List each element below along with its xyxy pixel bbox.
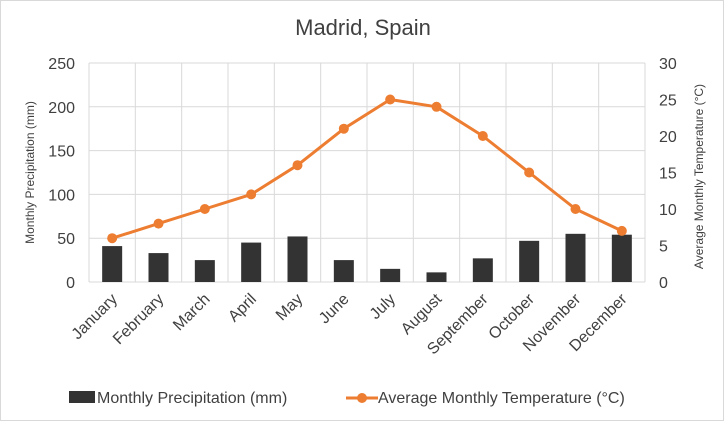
x-tick-label: July	[367, 291, 399, 323]
precipitation-bar	[472, 258, 493, 282]
legend-bar-swatch	[69, 391, 95, 403]
temperature-point	[246, 189, 257, 200]
temperature-line-path	[111, 98, 623, 240]
precipitation-bar	[611, 234, 632, 282]
precipitation-bar	[380, 268, 401, 282]
y-right-tick-label: 15	[659, 166, 677, 183]
temperature-point	[570, 204, 581, 214]
precipitation-bar	[102, 246, 123, 282]
legend-temperature-label: Average Monthly Temperature (°C)	[378, 390, 625, 407]
y-left-tick-label: 200	[48, 100, 75, 117]
y-right-tick-label: 20	[659, 129, 677, 146]
temperature-point	[616, 225, 627, 236]
y-right-tick-label: 30	[659, 56, 677, 73]
x-tick-label: April	[225, 291, 260, 326]
temperature-line	[107, 94, 627, 244]
temperature-point	[107, 233, 118, 244]
precipitation-bar	[519, 240, 540, 282]
precipitation-bars	[102, 233, 632, 282]
x-tick-label: March	[170, 291, 213, 334]
precipitation-bar	[426, 272, 447, 282]
precipitation-bar	[148, 253, 169, 282]
axes: 050100150200250051015202530JanuaryFebrua…	[23, 56, 706, 358]
temperature-point	[292, 160, 303, 171]
y-right-tick-label: 10	[659, 202, 677, 219]
temperature-point	[153, 218, 164, 229]
x-tick-label: June	[316, 291, 353, 328]
y-right-tick-label: 25	[659, 93, 677, 110]
y-left-tick-label: 0	[66, 275, 75, 292]
precipitation-bar	[241, 242, 262, 282]
legend-precipitation-label: Monthly Precipitation (mm)	[97, 390, 287, 407]
x-tick-label: February	[110, 291, 167, 348]
temperature-point	[431, 101, 442, 112]
y-left-tick-label: 100	[48, 187, 75, 204]
y-right-tick-label: 5	[659, 239, 668, 256]
y-left-tick-label: 150	[48, 144, 75, 161]
temperature-point	[199, 204, 210, 214]
precipitation-bar	[287, 236, 308, 282]
legend-line-marker	[357, 393, 367, 403]
temperature-point	[477, 131, 488, 141]
legend: Monthly Precipitation (mm) Average Monthl…	[69, 390, 625, 407]
temperature-point	[524, 167, 535, 178]
precipitation-bar	[333, 260, 354, 282]
y-left-tick-label: 50	[57, 231, 75, 248]
precipitation-bar	[194, 260, 215, 282]
y-left-axis-title: Monthly Precipitation (mm)	[23, 101, 37, 244]
y-left-tick-label: 250	[48, 56, 75, 73]
chart-title: Madrid, Spain	[295, 15, 431, 40]
precipitation-bar	[565, 233, 586, 282]
y-right-axis-title: Average Monthly Temperature (°C)	[692, 84, 706, 269]
y-right-tick-label: 0	[659, 275, 668, 292]
temperature-point	[338, 123, 349, 134]
temperature-point	[385, 94, 396, 105]
gridlines	[88, 62, 646, 283]
x-tick-label: May	[273, 291, 306, 324]
